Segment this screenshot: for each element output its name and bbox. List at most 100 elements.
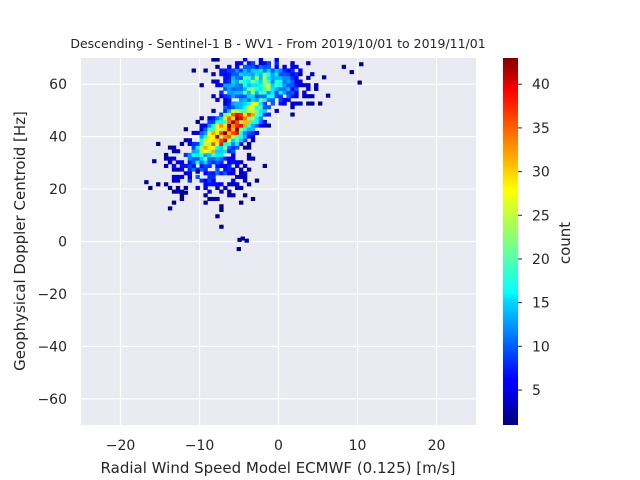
heatmap-cell [227,145,232,150]
heatmap-cell [262,97,268,102]
heatmap-cell [231,152,236,157]
heatmap-cell [359,62,364,67]
heatmap-cell [215,171,220,176]
heatmap-cell [191,156,196,161]
heatmap-cell [282,75,287,80]
heatmap-cell [191,152,196,157]
heatmap-cell [231,83,236,88]
heatmap-cell [254,112,260,117]
heatmap-cell [227,163,232,168]
heatmap-cell [191,149,196,154]
heatmap-cell [199,116,204,121]
heatmap-cell [207,119,212,124]
heatmap-cell [215,116,220,121]
heatmap-cell [175,160,181,165]
heatmap-cell [231,171,236,176]
heatmap-cell [231,193,236,198]
heatmap-cell [203,149,208,154]
heatmap-cell [246,119,252,124]
heatmap-cell [290,64,295,69]
heatmap-cell [235,182,240,187]
heatmap-cell [231,167,236,172]
heatmap-cell [258,79,264,84]
heatmap-cell [310,72,315,77]
heatmap-cell [211,127,216,132]
heatmap-cell [235,141,240,146]
heatmap-cell [282,97,287,102]
heatmap-cell [246,134,252,139]
heatmap-cell [270,68,275,73]
heatmap-cell [219,156,224,161]
heatmap-cell [183,185,189,190]
heatmap-cell [231,145,236,150]
colorbar-tick-label: 40 [532,77,550,93]
heatmap-cell [262,61,268,66]
heatmap-cell [231,108,236,113]
heatmap-cell [215,182,220,187]
heatmap-cell [207,138,212,143]
heatmap-cell [215,141,220,146]
heatmap-cell [270,79,275,84]
heatmap-cell [175,189,181,194]
heatmap-cell [250,90,256,95]
heatmap-cell [239,86,244,91]
heatmap-cell [250,138,256,143]
heatmap-cell [258,112,264,117]
heatmap-cell [227,149,232,154]
heatmap-cell [239,75,244,80]
heatmap-cell [215,83,220,88]
heatmap-cell [235,127,240,132]
colorbar-label: count [556,222,574,264]
heatmap-cell [274,58,279,62]
heatmap-cell [227,101,232,106]
heatmap-cell [231,130,236,135]
heatmap-cell [175,178,181,183]
heatmap-cell [195,185,200,190]
heatmap-cell [231,94,236,99]
heatmap-cell [211,79,216,84]
heatmap-cell [227,138,232,143]
heatmap-cell [207,116,212,121]
heatmap-cell [191,68,196,73]
heatmap-cell [195,167,200,172]
heatmap-cell [246,116,252,121]
heatmap-cell [258,90,264,95]
heatmap-cell [262,123,268,128]
heatmap-cell [258,116,264,121]
heatmap-cell [266,79,271,84]
heatmap-cell [235,160,240,165]
heatmap-cell [215,127,220,132]
heatmap-cell [242,75,248,80]
heatmap-cell [254,108,260,113]
heatmap-cell [223,127,228,132]
heatmap-cell [270,72,275,77]
heatmap-cell [239,130,244,135]
heatmap-cell [187,171,192,176]
heatmap-cell [203,130,208,135]
heatmap-cell [278,86,283,91]
heatmap-cell [306,83,311,88]
heatmap-cell [231,119,236,124]
y-tick-label: 20 [49,182,67,198]
heatmap-cell [211,149,216,154]
x-tick-label: −10 [185,438,215,454]
heatmap-cell [258,58,264,62]
heatmap-cell [219,130,224,135]
heatmap-cell [156,141,161,146]
heatmap-cell [219,171,224,176]
heatmap-cell [231,86,236,91]
heatmap-cell [239,105,244,110]
heatmap-cell [215,196,220,202]
heatmap-cell [246,167,252,172]
heatmap-cell [254,116,260,121]
x-tick-label: 0 [274,438,283,454]
heatmap-cell [223,83,228,88]
heatmap-cell [306,94,311,99]
heatmap-cell [203,141,208,146]
y-tick-labels: −60 −40 −20 0 20 40 60 [37,77,67,408]
heatmap-cell [223,156,228,161]
heatmap-cell [250,75,256,80]
heatmap-cell [266,68,271,73]
heatmap-cell [290,68,295,73]
heatmap-cell [290,94,295,99]
